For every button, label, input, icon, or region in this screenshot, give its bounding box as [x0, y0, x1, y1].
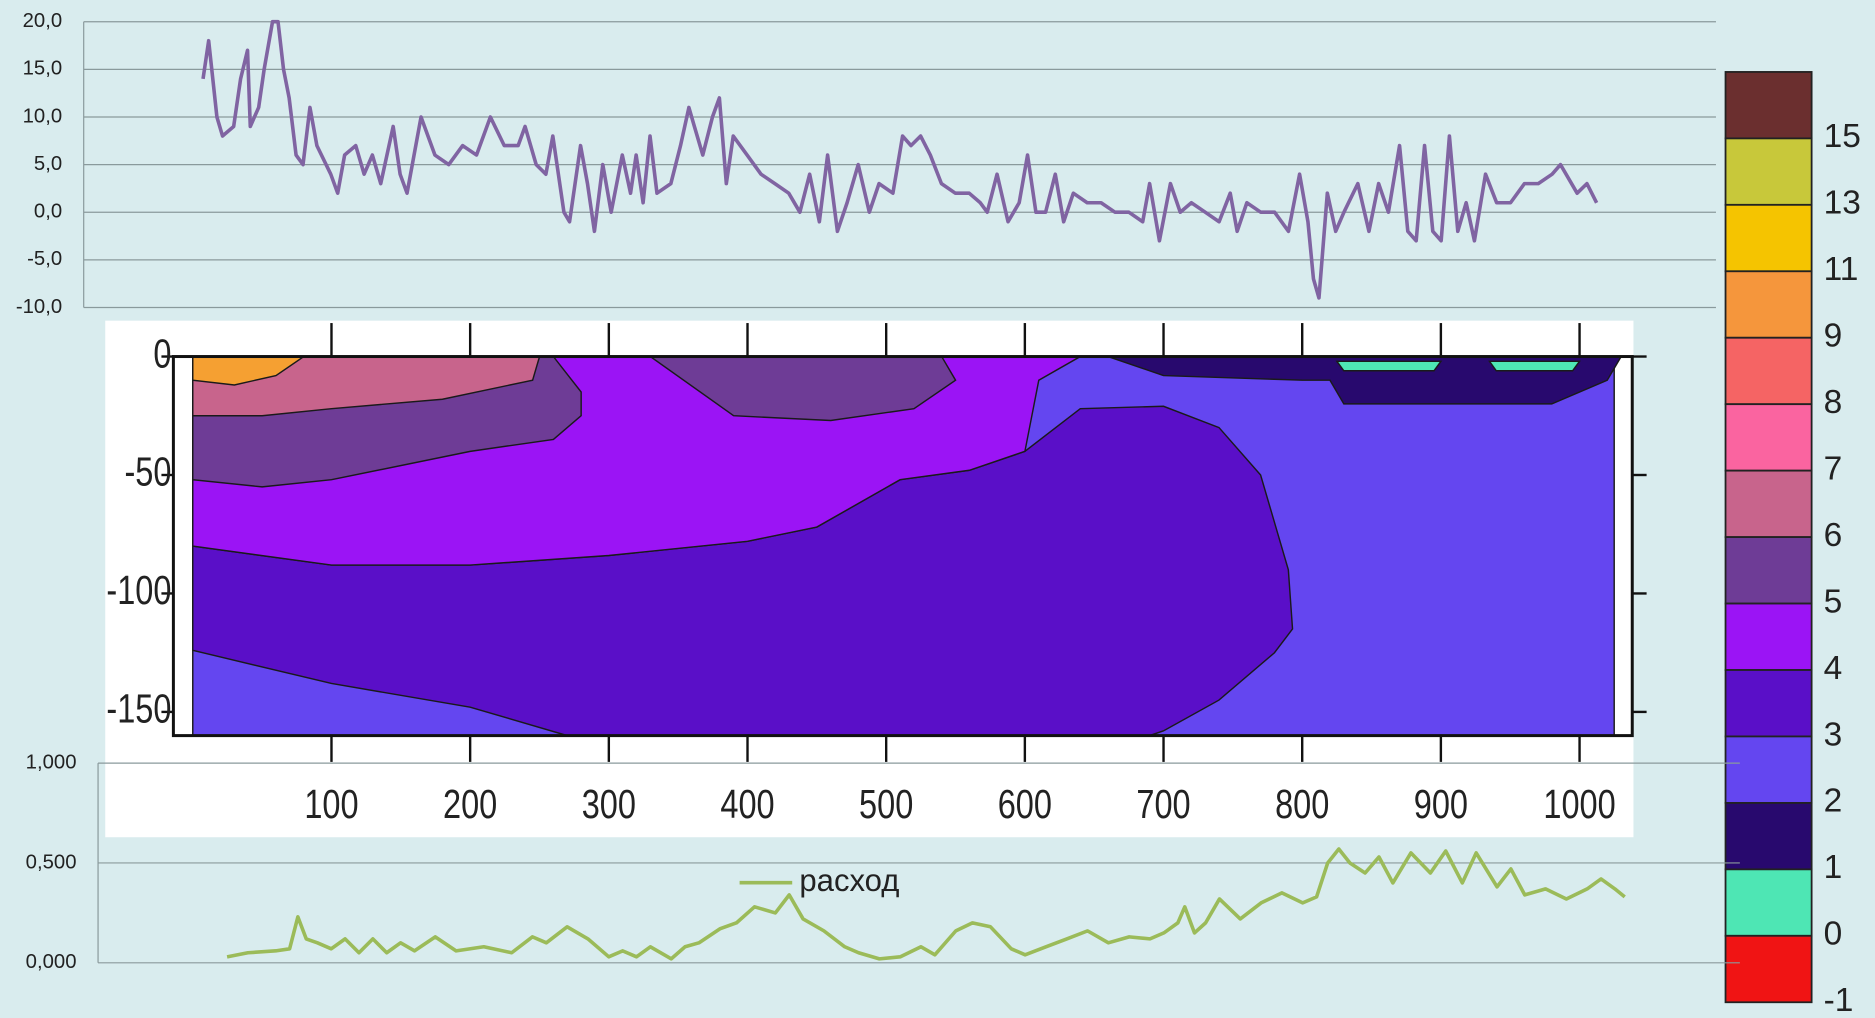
contour-region — [1335, 360, 1443, 372]
y-tick-label: 10,0 — [23, 105, 63, 127]
colorbar-label: 13 — [1824, 185, 1861, 222]
y-tick-label: -100 — [106, 568, 171, 613]
y-tick-label: -5,0 — [27, 248, 62, 270]
colorbar-band — [1724, 270, 1813, 339]
x-tick-label: 400 — [720, 782, 774, 827]
colorbar-band — [1724, 469, 1813, 538]
y-tick-label: -50 — [124, 449, 171, 494]
colorbar-label: 8 — [1824, 384, 1843, 421]
colorbar-band — [1724, 802, 1813, 871]
x-tick-label: 200 — [443, 782, 497, 827]
y-tick-label: 20,0 — [23, 10, 63, 32]
colorbar-label: 11 — [1824, 251, 1859, 288]
colorbar-band — [1724, 336, 1813, 406]
plot-frame — [171, 355, 1634, 738]
colorbar-label: 7 — [1824, 450, 1843, 487]
y-tick-label: -10,0 — [16, 296, 62, 318]
colorbar-label: 15 — [1824, 118, 1861, 155]
colorbar-label: 9 — [1824, 318, 1843, 355]
y-tick-label: 5,0 — [34, 153, 62, 175]
colorbar-band — [1724, 403, 1813, 472]
colorbar-label: -1 — [1824, 982, 1854, 1018]
x-tick-label: 900 — [1414, 782, 1468, 827]
x-tick-label: 700 — [1136, 782, 1190, 827]
y-tick-label: 0,000 — [26, 951, 77, 973]
y-tick-label: 0,500 — [26, 851, 77, 873]
colorbar-label: 3 — [1824, 716, 1843, 753]
legend-label: расход — [799, 863, 899, 898]
y-tick-label: 0 — [153, 331, 171, 376]
x-tick-label: 1000 — [1543, 782, 1615, 827]
colorbar-band — [1724, 868, 1813, 937]
y-tick-label: 15,0 — [23, 58, 63, 80]
y-tick-label: 1,000 — [26, 751, 77, 773]
colorbar-band — [1724, 203, 1813, 273]
colorbar-band — [1724, 669, 1813, 738]
colorbar-band — [1724, 137, 1813, 206]
colorbar-label: 2 — [1824, 783, 1843, 820]
line — [201, 19, 1599, 300]
colorbar-label: 1 — [1824, 849, 1843, 886]
x-tick-label: 100 — [304, 782, 358, 827]
colorbar-label: 0 — [1824, 916, 1843, 953]
x-tick-label: 300 — [582, 782, 636, 827]
colorbar-band — [1724, 602, 1813, 671]
colorbar-label: 5 — [1824, 583, 1843, 620]
x-tick-label: 500 — [859, 782, 913, 827]
colorbar-band — [1724, 934, 1813, 1004]
colorbar-band — [1724, 536, 1813, 605]
x-tick-label: 600 — [998, 782, 1052, 827]
colorbar-label: 6 — [1824, 517, 1843, 554]
x-tick-label: 800 — [1275, 782, 1329, 827]
y-tick-label: -150 — [106, 686, 171, 731]
colorbar-band — [1724, 735, 1813, 804]
colorbar-band — [1724, 71, 1813, 140]
y-tick-label: 0,0 — [34, 201, 62, 223]
contour-region — [1107, 355, 1623, 405]
colorbar-label: 4 — [1824, 650, 1843, 687]
contour-region — [1488, 360, 1581, 372]
line — [226, 847, 1626, 961]
